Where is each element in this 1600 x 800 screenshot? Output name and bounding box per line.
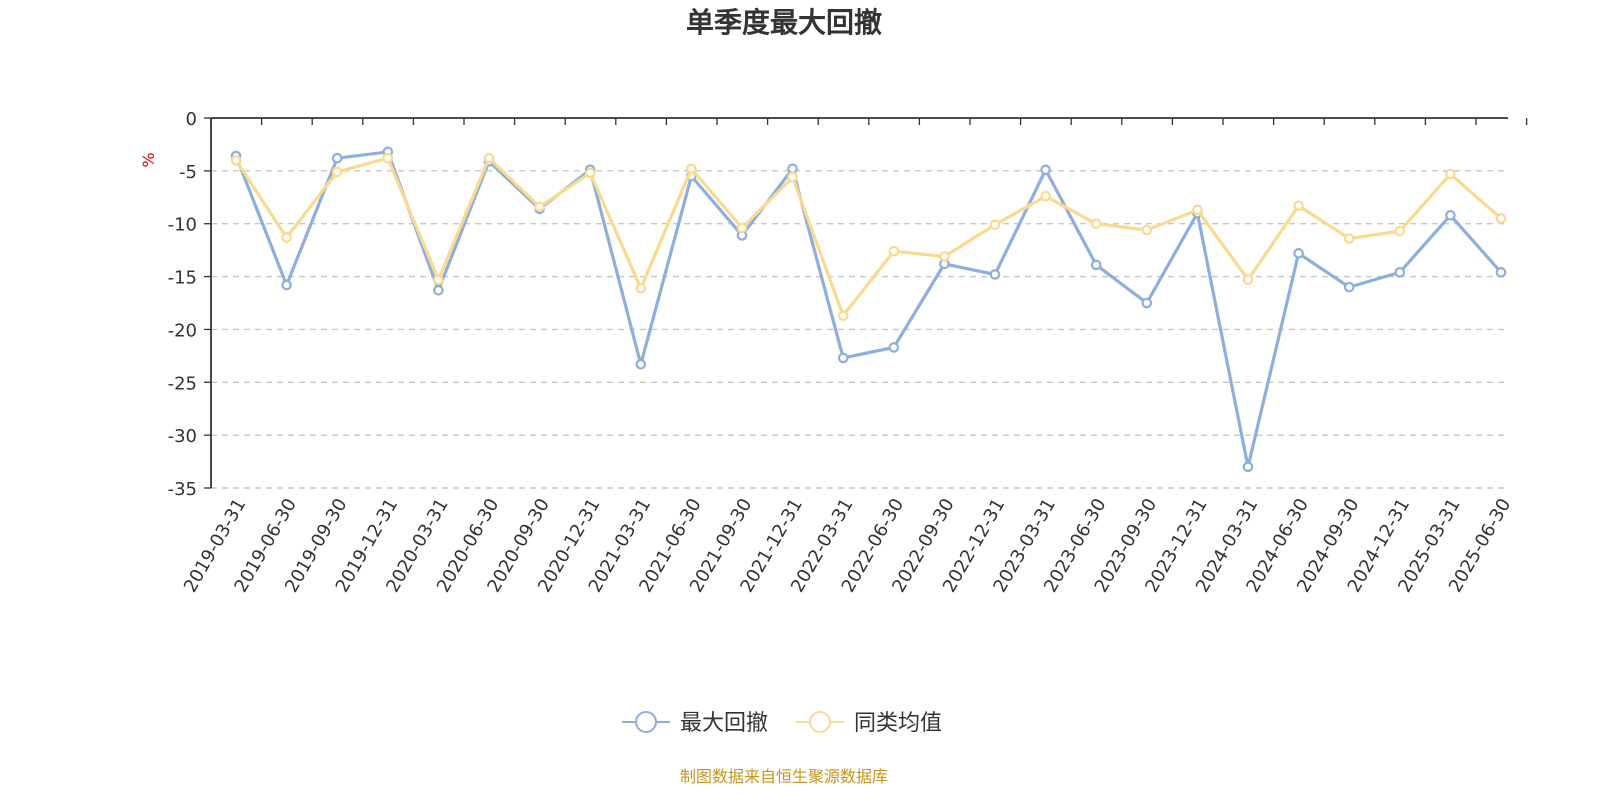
data-point-peer-average xyxy=(1343,233,1355,244)
source-note: 制图数据来自恒生聚源数据库 xyxy=(680,767,888,786)
data-point-max-drawdown xyxy=(433,285,444,296)
chart-title: 单季度最大回撤 xyxy=(686,6,882,39)
y-axis-unit-label: % xyxy=(139,152,158,167)
data-point-peer-average xyxy=(1394,225,1406,237)
data-point-peer-average xyxy=(1242,274,1254,286)
data-point-peer-average xyxy=(584,167,596,179)
data-point-peer-average xyxy=(837,310,849,321)
data-point-max-drawdown xyxy=(837,352,849,364)
y-tick-label: 0 xyxy=(186,109,197,130)
data-point-peer-average xyxy=(736,222,748,234)
data-point-peer-average xyxy=(635,282,647,294)
data-point-peer-average xyxy=(281,232,292,243)
y-tick-label: -30 xyxy=(168,426,197,447)
data-point-peer-average xyxy=(1192,204,1203,216)
data-point-max-drawdown xyxy=(331,152,343,164)
y-tick-label: -25 xyxy=(168,373,197,394)
legend-label: 同类均值 xyxy=(854,711,942,736)
data-point-max-drawdown xyxy=(1242,461,1254,473)
data-point-peer-average xyxy=(1141,224,1153,236)
legend-marker xyxy=(635,711,657,733)
data-point-peer-average xyxy=(686,163,697,175)
data-point-max-drawdown xyxy=(1040,164,1051,176)
axis-layer: 0-5-10-15-20-25-30-352019-03-312019-06-3… xyxy=(168,109,1528,596)
data-point-peer-average xyxy=(483,152,495,164)
data-point-peer-average xyxy=(331,166,343,178)
data-point-peer-average xyxy=(787,171,798,183)
y-tick-label: -15 xyxy=(168,268,197,289)
data-point-peer-average xyxy=(1090,218,1102,230)
y-tick-label: -35 xyxy=(168,479,197,500)
data-point-peer-average xyxy=(989,219,1001,231)
data-point-peer-average xyxy=(1495,213,1507,224)
legend-item-max-drawdown: 最大回撤 xyxy=(622,711,768,736)
data-point-max-drawdown xyxy=(888,342,900,353)
y-tick-label: -10 xyxy=(168,215,197,236)
data-point-peer-average xyxy=(1040,190,1051,202)
data-point-peer-average xyxy=(382,152,394,164)
data-point-max-drawdown xyxy=(787,163,798,175)
data-point-peer-average xyxy=(1293,200,1304,212)
data-point-max-drawdown xyxy=(1394,267,1406,278)
data-point-peer-average xyxy=(888,245,900,257)
legend-label: 最大回撤 xyxy=(680,711,768,736)
data-point-max-drawdown xyxy=(1445,209,1456,221)
grid-layer xyxy=(211,170,1508,489)
data-point-max-drawdown xyxy=(635,359,647,370)
series-line-max-drawdown xyxy=(234,150,1503,469)
data-point-max-drawdown xyxy=(1293,248,1304,259)
data-point-max-drawdown xyxy=(989,269,1001,280)
data-point-max-drawdown xyxy=(1090,259,1102,271)
data-point-max-drawdown xyxy=(1495,267,1507,278)
series-line-peer-average xyxy=(234,156,1503,318)
data-point-max-drawdown xyxy=(1343,281,1355,293)
data-point-peer-average xyxy=(1445,168,1456,180)
y-tick-label: -5 xyxy=(179,162,197,183)
data-point-max-drawdown xyxy=(1141,297,1153,309)
legend: 最大回撤 同类均值 xyxy=(622,711,942,736)
series-layer xyxy=(230,146,1507,473)
legend-marker xyxy=(809,711,831,733)
y-tick-label: -20 xyxy=(168,320,197,341)
data-point-max-drawdown xyxy=(281,279,292,291)
legend-item-peer-average: 同类均值 xyxy=(796,711,942,736)
data-point-peer-average xyxy=(433,274,444,286)
data-point-peer-average xyxy=(534,201,545,213)
data-point-peer-average xyxy=(230,154,242,166)
data-point-peer-average xyxy=(939,251,950,262)
